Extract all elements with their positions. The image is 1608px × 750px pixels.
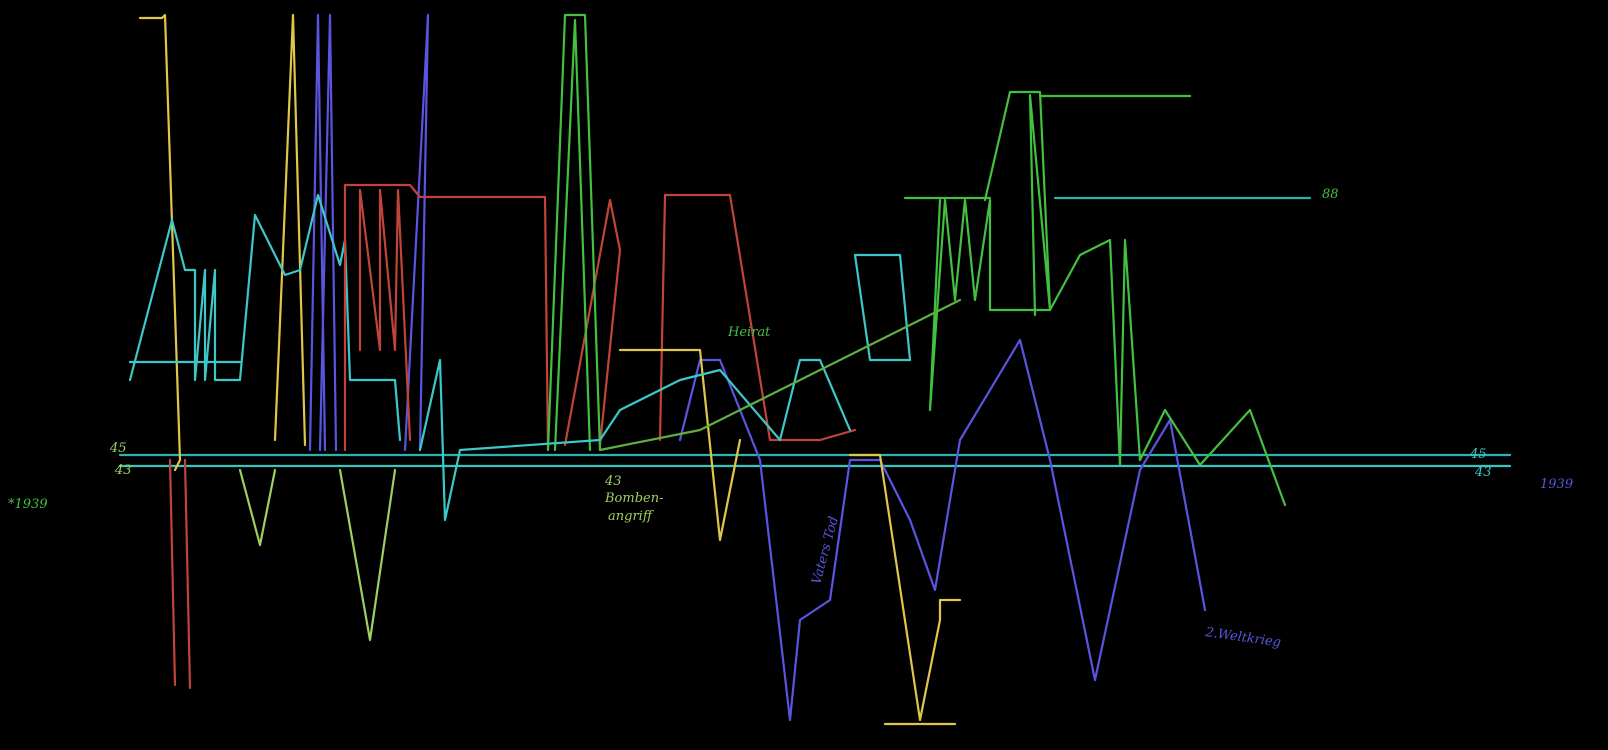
green-line (928, 198, 1142, 467)
red-line (563, 198, 622, 447)
annotation: 43 (114, 463, 132, 478)
green-line (598, 298, 962, 452)
red-line (183, 458, 192, 690)
annotation: 43 (604, 474, 622, 489)
red-line (658, 193, 857, 442)
annotation: angriff (608, 509, 655, 524)
lines (128, 13, 1312, 726)
yellow-line (618, 348, 742, 542)
lightgreen-line (338, 468, 397, 642)
annotation: Heirat (727, 325, 771, 340)
annotation: 1939 (1540, 477, 1573, 492)
yellow-line (273, 13, 307, 447)
yellow-line (848, 453, 962, 722)
annotation: 45 (109, 441, 127, 456)
cyan-line (418, 358, 852, 522)
annotation: 45 (1469, 447, 1487, 462)
red-line (358, 188, 412, 442)
cyan-line (853, 253, 912, 362)
cyan-line (128, 193, 402, 442)
red-line (168, 458, 177, 687)
blue-line (318, 13, 338, 452)
green-line (983, 90, 1052, 317)
red-line (343, 183, 550, 452)
lightgreen-line (238, 468, 277, 547)
annotation: 88 (1322, 187, 1339, 202)
blue-line (403, 13, 430, 452)
green-line (553, 18, 592, 452)
annotation: 43 (1474, 465, 1492, 480)
baselines (118, 453, 1512, 468)
yellow-line (138, 13, 182, 472)
annotation: *1939 (8, 497, 48, 512)
annotation: Bomben- (604, 491, 664, 506)
blue-line (678, 338, 1207, 722)
green-line (546, 13, 602, 452)
green-line (1138, 408, 1287, 507)
